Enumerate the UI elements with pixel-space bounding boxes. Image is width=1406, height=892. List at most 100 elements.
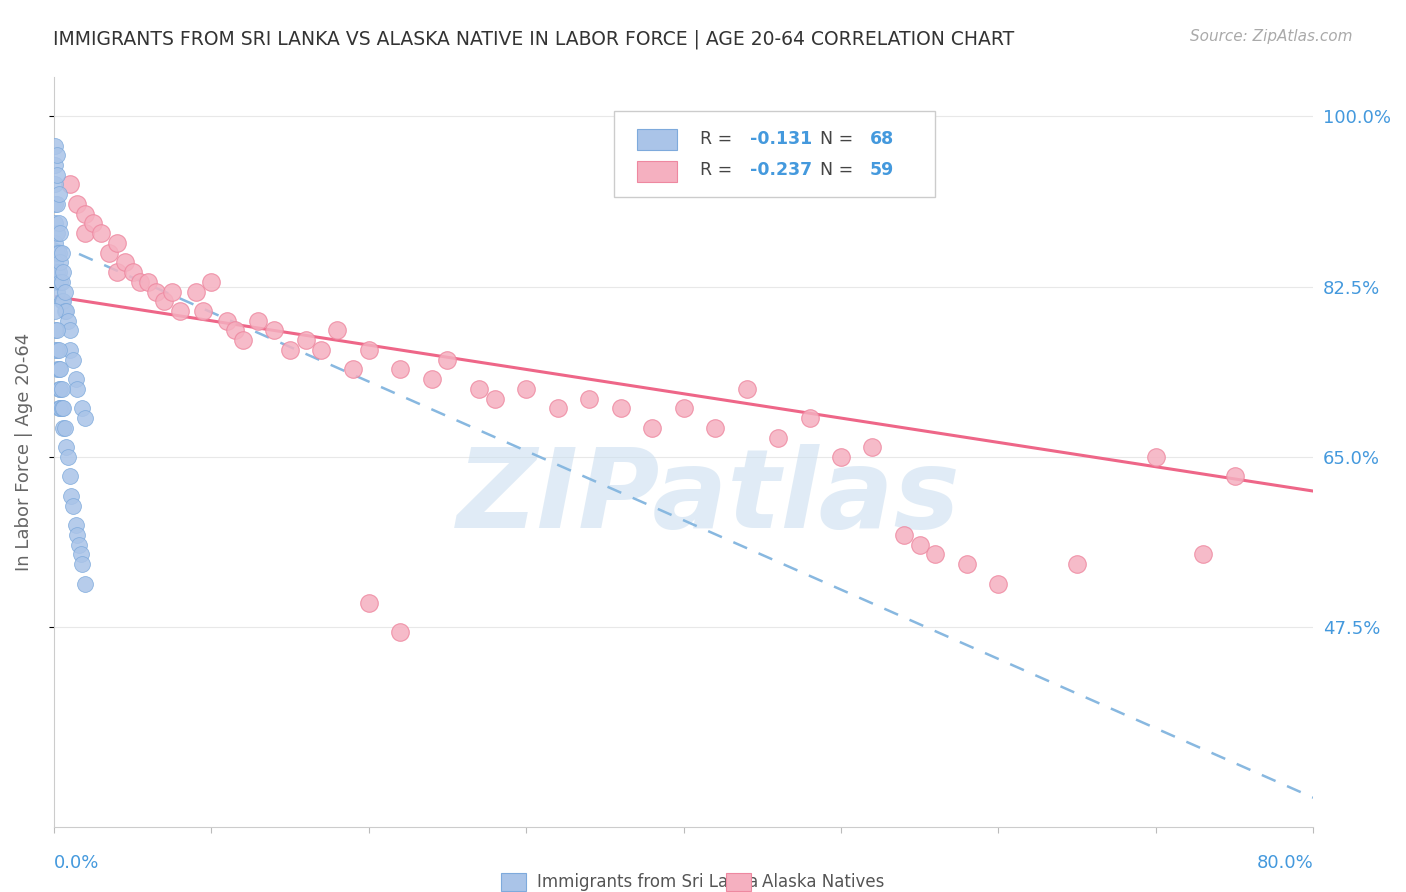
Point: [105, 265, 128, 279]
Point: [56, 314, 79, 328]
Text: 0.0%: 0.0%: [53, 854, 100, 871]
Point: [49, 382, 72, 396]
Point: [62, 352, 84, 367]
Point: [420, 372, 443, 386]
Point: [44, 275, 66, 289]
Point: [53, 421, 76, 435]
Point: [48, 187, 70, 202]
Point: [66, 528, 89, 542]
Point: [46, 285, 69, 299]
Point: [114, 255, 136, 269]
Point: [46, 226, 69, 240]
Point: [67, 538, 90, 552]
Point: [58, 343, 80, 357]
Point: [704, 421, 727, 435]
Point: [55, 304, 77, 318]
Point: [515, 382, 537, 396]
Point: [66, 382, 89, 396]
Point: [46, 362, 69, 376]
Point: [46, 197, 69, 211]
Point: [468, 382, 491, 396]
Point: [357, 343, 380, 357]
Point: [52, 294, 75, 309]
Point: [49, 362, 72, 376]
Text: R =: R =: [700, 161, 738, 179]
Point: [247, 314, 270, 328]
Point: [46, 265, 69, 279]
Point: [956, 557, 979, 571]
Text: Source: ZipAtlas.com: Source: ZipAtlas.com: [1189, 29, 1353, 45]
Point: [389, 625, 412, 640]
Point: [357, 596, 380, 610]
Point: [311, 343, 333, 357]
Point: [44, 216, 66, 230]
Point: [184, 285, 207, 299]
Point: [224, 323, 246, 337]
Point: [90, 226, 112, 240]
Point: [766, 431, 789, 445]
Point: [44, 197, 66, 211]
Text: 80.0%: 80.0%: [1257, 854, 1313, 871]
Point: [52, 401, 75, 416]
Point: [278, 343, 301, 357]
Point: [48, 245, 70, 260]
Point: [129, 275, 152, 289]
Point: [66, 197, 89, 211]
Point: [136, 275, 159, 289]
Text: Immigrants from Sri Lanka: Immigrants from Sri Lanka: [537, 873, 759, 891]
Point: [294, 333, 316, 347]
Point: [578, 392, 600, 406]
Point: [48, 362, 70, 376]
Point: [436, 352, 458, 367]
Point: [924, 547, 946, 561]
Point: [1223, 469, 1246, 483]
Point: [735, 382, 758, 396]
Point: [75, 226, 97, 240]
Point: [105, 235, 128, 250]
Point: [56, 450, 79, 464]
Text: ZIPatlas: ZIPatlas: [457, 443, 960, 550]
Point: [75, 207, 97, 221]
Bar: [637, 161, 678, 182]
Point: [46, 168, 69, 182]
Point: [70, 401, 93, 416]
Point: [153, 294, 176, 309]
Point: [799, 411, 821, 425]
Point: [55, 440, 77, 454]
Point: [60, 489, 83, 503]
Point: [82, 216, 104, 230]
Point: [49, 275, 72, 289]
Text: IMMIGRANTS FROM SRI LANKA VS ALASKA NATIVE IN LABOR FORCE | AGE 20-64 CORRELATIO: IMMIGRANTS FROM SRI LANKA VS ALASKA NATI…: [53, 29, 1015, 49]
Text: -0.237: -0.237: [751, 161, 813, 179]
Text: N =: N =: [820, 161, 858, 179]
Point: [44, 323, 66, 337]
Point: [547, 401, 569, 416]
Point: [58, 178, 80, 192]
Point: [48, 401, 70, 416]
Point: [46, 323, 69, 337]
Point: [65, 518, 87, 533]
Point: [609, 401, 631, 416]
Point: [44, 343, 66, 357]
Point: [53, 285, 76, 299]
Point: [908, 538, 931, 552]
Point: [830, 450, 852, 464]
Point: [145, 285, 167, 299]
Point: [326, 323, 349, 337]
Point: [987, 576, 1010, 591]
Text: 59: 59: [870, 161, 894, 179]
Point: [46, 148, 69, 162]
Point: [200, 275, 222, 289]
Point: [44, 178, 66, 192]
Bar: [637, 129, 678, 150]
Point: [75, 576, 97, 591]
Point: [484, 392, 506, 406]
Point: [52, 421, 75, 435]
Text: -0.131: -0.131: [751, 130, 813, 148]
Point: [58, 323, 80, 337]
Text: N =: N =: [820, 130, 858, 148]
Point: [48, 216, 70, 230]
Point: [46, 343, 69, 357]
Text: Alaska Natives: Alaska Natives: [762, 873, 884, 891]
Point: [52, 265, 75, 279]
